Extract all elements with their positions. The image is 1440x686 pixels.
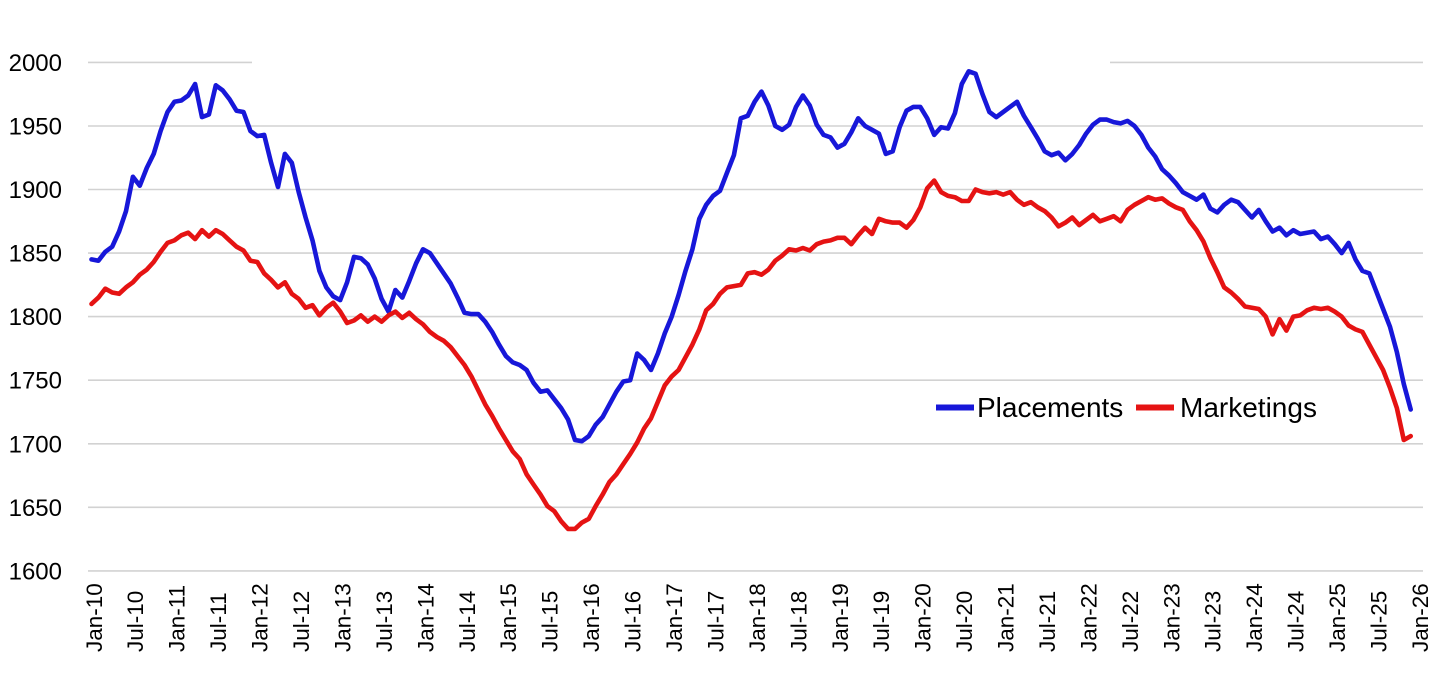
svg-text:Jul-12: Jul-12 bbox=[289, 591, 314, 652]
svg-text:Jul-25: Jul-25 bbox=[1367, 591, 1392, 652]
svg-text:2000: 2000 bbox=[9, 50, 62, 77]
svg-text:Jul-14: Jul-14 bbox=[455, 591, 480, 652]
svg-text:Jan-18: Jan-18 bbox=[745, 583, 770, 652]
svg-text:Jan-25: Jan-25 bbox=[1325, 583, 1350, 652]
svg-text:1850: 1850 bbox=[9, 241, 62, 268]
svg-text:Jul-22: Jul-22 bbox=[1118, 591, 1143, 652]
svg-text:Jul-21: Jul-21 bbox=[1035, 591, 1060, 652]
svg-text:1600: 1600 bbox=[9, 558, 62, 585]
svg-text:1950: 1950 bbox=[9, 114, 62, 141]
svg-text:1800: 1800 bbox=[9, 304, 62, 331]
svg-text:Jul-15: Jul-15 bbox=[538, 591, 563, 652]
svg-text:Jul-18: Jul-18 bbox=[786, 591, 811, 652]
svg-text:Jul-23: Jul-23 bbox=[1201, 591, 1226, 652]
svg-text:Marketings: Marketings bbox=[1180, 392, 1317, 423]
svg-text:Jan-17: Jan-17 bbox=[662, 583, 687, 652]
svg-text:Jan-16: Jan-16 bbox=[579, 583, 604, 652]
svg-text:Jul-10: Jul-10 bbox=[123, 591, 148, 652]
svg-text:Jan-12: Jan-12 bbox=[248, 583, 273, 652]
svg-text:Jan-19: Jan-19 bbox=[828, 583, 853, 652]
svg-text:1750: 1750 bbox=[9, 368, 62, 395]
svg-text:1900: 1900 bbox=[9, 177, 62, 204]
svg-text:Jan-24: Jan-24 bbox=[1242, 583, 1267, 652]
svg-text:Jul-13: Jul-13 bbox=[372, 591, 397, 652]
svg-text:Jul-17: Jul-17 bbox=[703, 591, 728, 652]
svg-text:Jan-21: Jan-21 bbox=[994, 583, 1019, 652]
svg-text:1700: 1700 bbox=[9, 431, 62, 458]
svg-text:Jul-19: Jul-19 bbox=[869, 591, 894, 652]
svg-text:Jul-11: Jul-11 bbox=[206, 592, 231, 652]
svg-text:Jan-15: Jan-15 bbox=[496, 583, 521, 652]
svg-text:Jul-24: Jul-24 bbox=[1284, 591, 1309, 652]
svg-text:Jul-20: Jul-20 bbox=[952, 591, 977, 652]
svg-text:Jan-11: Jan-11 bbox=[165, 585, 190, 652]
svg-text:Jan-26: Jan-26 bbox=[1408, 583, 1433, 652]
svg-text:Jan-20: Jan-20 bbox=[911, 583, 936, 652]
svg-text:1650: 1650 bbox=[9, 495, 62, 522]
svg-text:Jan-13: Jan-13 bbox=[331, 583, 356, 652]
svg-text:Jan-22: Jan-22 bbox=[1076, 583, 1101, 652]
svg-text:Jan-23: Jan-23 bbox=[1159, 583, 1184, 652]
svg-text:Jan-14: Jan-14 bbox=[413, 583, 438, 652]
svg-text:Jul-16: Jul-16 bbox=[621, 591, 646, 652]
svg-text:Jan-10: Jan-10 bbox=[82, 583, 107, 652]
svg-text:Placements: Placements bbox=[977, 392, 1123, 423]
